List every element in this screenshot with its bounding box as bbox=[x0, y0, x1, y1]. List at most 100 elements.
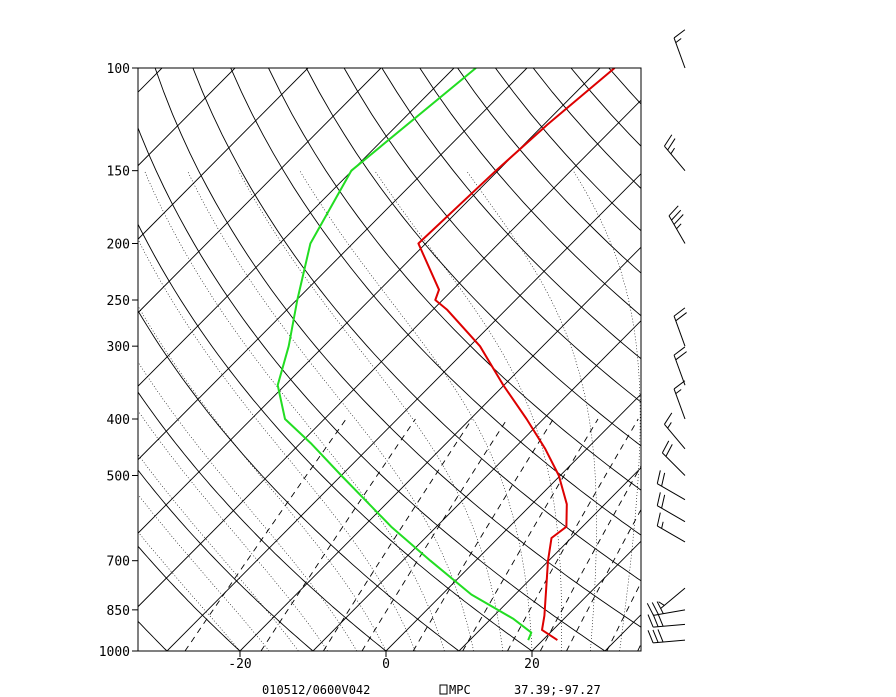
moist-adiabat-line bbox=[572, 170, 641, 651]
isotherm-line bbox=[138, 68, 455, 387]
wind-barb bbox=[647, 629, 686, 644]
mixing-ratio-line bbox=[323, 418, 473, 651]
isotherm-line bbox=[0, 68, 16, 651]
wind-barb-feather bbox=[673, 214, 684, 225]
dry-adiabat-line bbox=[154, 68, 641, 628]
wind-barb bbox=[673, 29, 686, 69]
wind-barb-feather bbox=[661, 440, 670, 454]
wind-barbs bbox=[646, 29, 687, 644]
wind-barb-shaft bbox=[668, 215, 686, 244]
dry-adiabat-line bbox=[138, 310, 460, 651]
sounding-profiles bbox=[276, 68, 616, 641]
dry-adiabat-line bbox=[532, 68, 641, 190]
dry-adiabat-line bbox=[138, 126, 606, 651]
isotherm-line bbox=[751, 68, 896, 651]
wind-barb-feather bbox=[657, 629, 664, 643]
dry-adiabat-line bbox=[230, 68, 641, 536]
wind-barb bbox=[656, 492, 686, 523]
moist-adiabat-line bbox=[138, 454, 299, 651]
wind-barb-feather bbox=[671, 209, 682, 221]
dry-adiabat-line bbox=[684, 68, 896, 651]
wind-barb-feather bbox=[652, 629, 659, 643]
isotherm-line bbox=[138, 68, 382, 314]
dry-adiabat-line bbox=[419, 68, 641, 317]
wind-barb-shaft bbox=[660, 587, 686, 610]
isotherm-line bbox=[458, 467, 641, 651]
wind-barb bbox=[658, 587, 686, 610]
wind-barb-feather bbox=[652, 613, 659, 627]
dry-adiabat-line bbox=[570, 68, 641, 147]
wind-barb-half-feather bbox=[675, 38, 682, 44]
wind-barb-shaft bbox=[657, 525, 686, 543]
mixing-ratio-line bbox=[637, 642, 641, 651]
temperature-axis: -20 0 20 bbox=[228, 651, 540, 672]
mixing-ratio-line bbox=[507, 418, 639, 651]
wind-barb-shaft bbox=[653, 639, 686, 644]
wind-barb-shaft bbox=[662, 452, 686, 476]
wind-barb-feather bbox=[657, 613, 664, 627]
isotherm-line bbox=[166, 173, 641, 651]
wind-barb-half-feather bbox=[675, 389, 682, 395]
dry-adiabat-line bbox=[760, 68, 896, 651]
plot-frame bbox=[137, 67, 642, 652]
isotherm-line bbox=[138, 68, 309, 240]
wind-barb-shaft bbox=[664, 145, 686, 171]
moist-adiabat-line bbox=[144, 170, 445, 651]
moist-adiabat-line bbox=[299, 170, 533, 651]
dewpoint-profile bbox=[276, 68, 533, 641]
wind-barb-feather bbox=[656, 512, 661, 527]
isotherm-line bbox=[678, 68, 896, 651]
dry-adiabat-line bbox=[192, 68, 641, 582]
moist-adiabat-line bbox=[138, 305, 387, 651]
wind-barb-shaft bbox=[657, 483, 686, 501]
pressure-tick-label: 300 bbox=[107, 340, 130, 355]
footer: 010512/0600V042 MPC 37.39;-97.27 bbox=[262, 683, 601, 697]
wind-barb-half-feather bbox=[658, 601, 665, 606]
wind-barb-feather bbox=[668, 205, 679, 217]
wind-barb-feather bbox=[673, 380, 686, 390]
moist-adiabat-line bbox=[187, 170, 474, 651]
wind-barb bbox=[664, 412, 686, 450]
isotherm-line bbox=[604, 614, 641, 651]
wind-barb bbox=[673, 346, 687, 386]
wind-barb-half-feather bbox=[670, 147, 675, 155]
pressure-tick-label: 150 bbox=[107, 165, 130, 180]
dry-adiabat-line bbox=[798, 68, 896, 651]
mixing-ratio-line bbox=[566, 508, 641, 651]
wind-barb-shaft bbox=[664, 423, 686, 450]
dry-adiabat-line bbox=[138, 469, 314, 651]
moist-adiabat-line bbox=[374, 170, 562, 651]
dry-adiabat-line bbox=[138, 545, 241, 651]
footer-location: 37.39;-97.27 bbox=[514, 683, 601, 697]
wind-barb-feather bbox=[661, 494, 666, 509]
wind-barb bbox=[656, 470, 686, 501]
moist-adiabat-line bbox=[466, 170, 597, 651]
wind-barb-half-feather bbox=[661, 521, 664, 529]
moist-adiabat-line bbox=[138, 494, 270, 651]
mixing-ratio-line bbox=[184, 418, 347, 651]
wind-barb-feather bbox=[656, 470, 661, 484]
moist-adiabat-line bbox=[238, 170, 504, 651]
pressure-tick-label: 200 bbox=[107, 238, 130, 253]
wind-barb-feather bbox=[673, 346, 686, 356]
mixing-ratio-line bbox=[539, 465, 641, 651]
pressure-tick-label: 400 bbox=[107, 413, 130, 428]
isotherm-line bbox=[239, 246, 641, 651]
wind-barb bbox=[664, 134, 686, 171]
wind-barb-shaft bbox=[673, 354, 686, 386]
wind-barb-shaft bbox=[673, 388, 686, 420]
isotherm-line bbox=[531, 540, 641, 651]
pressure-tick-label: 1000 bbox=[99, 645, 130, 660]
wind-barb-feather bbox=[673, 29, 686, 39]
temperature-tick-label: 20 bbox=[524, 657, 540, 672]
pressure-tick-label: 100 bbox=[107, 62, 130, 77]
dry-adiabat-line bbox=[608, 68, 641, 105]
wind-barb-feather bbox=[667, 138, 676, 151]
footer-logo-box bbox=[439, 684, 448, 695]
mixing-ratio-line bbox=[260, 418, 416, 651]
pressure-tick-label: 700 bbox=[107, 555, 130, 570]
wind-barb-feather bbox=[665, 444, 673, 457]
wind-barb-half-feather bbox=[667, 422, 672, 429]
dry-adiabat-line bbox=[343, 68, 641, 403]
wind-barb-feather bbox=[664, 412, 673, 425]
